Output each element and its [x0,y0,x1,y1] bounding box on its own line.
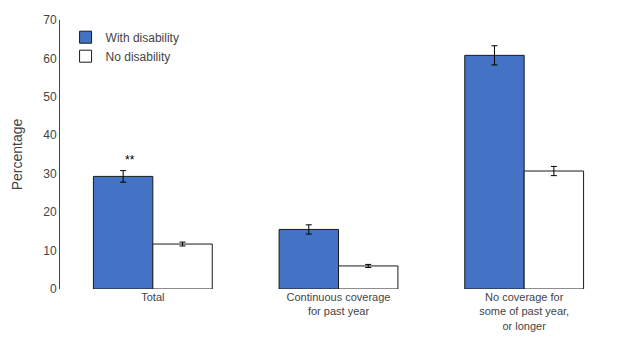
svg-text:50: 50 [43,90,57,104]
svg-text:Percentage: Percentage [9,118,25,190]
svg-text:40: 40 [43,128,57,142]
svg-text:60: 60 [43,52,57,66]
svg-text:0: 0 [50,282,57,296]
svg-text:20: 20 [43,205,57,219]
svg-text:With disability: With disability [106,31,179,45]
svg-text:No disability: No disability [106,50,171,64]
svg-text:10: 10 [43,244,57,258]
svg-text:30: 30 [43,167,57,181]
svg-text:Continuous coveragefor past ye: Continuous coveragefor past year [287,291,391,317]
svg-text:70: 70 [43,13,57,27]
svg-text:Total: Total [141,291,164,303]
svg-text:No coverage forsome of past ye: No coverage forsome of past year,or long… [479,291,569,332]
svg-text:**: ** [125,153,135,167]
